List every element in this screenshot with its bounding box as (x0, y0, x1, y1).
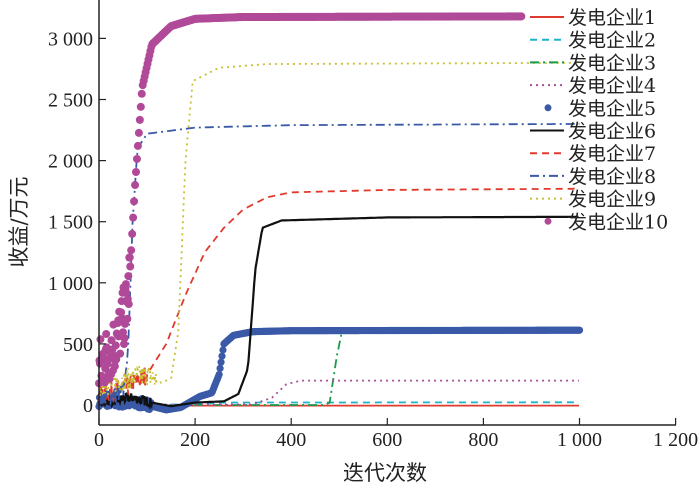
data-point (123, 314, 132, 323)
legend-label: 发电企业5 (568, 98, 656, 120)
series-9 (98, 61, 579, 400)
data-point (121, 280, 130, 289)
data-point (116, 349, 125, 358)
y-axis-label: 收益/万元 (7, 176, 31, 267)
legend-label: 发电企业1 (568, 7, 656, 29)
data-point (130, 197, 139, 206)
series-line (97, 215, 579, 411)
legend-item: 发电企业7 (530, 143, 656, 165)
data-point (133, 141, 142, 150)
y-tick-label: 1 500 (48, 212, 93, 234)
series-7 (98, 187, 580, 403)
x-tick-label: 200 (180, 429, 210, 451)
legend-label: 发电企业10 (568, 211, 668, 233)
y-tick-label: 500 (63, 334, 93, 356)
data-point (137, 89, 146, 98)
data-point (122, 288, 131, 297)
data-point (125, 253, 134, 262)
series-line (98, 187, 580, 403)
x-tick-label: 0 (94, 429, 104, 451)
series-line (99, 379, 579, 406)
data-point (131, 168, 140, 177)
legend-item: 发电企业4 (530, 75, 656, 97)
legend-marker (544, 217, 552, 225)
series-2 (99, 401, 579, 406)
legend-item: 发电企业5 (544, 98, 656, 120)
data-point (131, 181, 140, 190)
legend-item: 发电企业8 (530, 166, 656, 188)
data-point (132, 154, 141, 163)
data-point (517, 12, 526, 21)
x-tick-label: 800 (468, 429, 498, 451)
legend-label: 发电企业2 (568, 30, 656, 52)
series-5 (95, 326, 584, 414)
y-tick-label: 0 (83, 395, 93, 417)
legend-label: 发电企业6 (568, 121, 656, 143)
series-4 (99, 379, 579, 406)
x-tick-label: 600 (372, 429, 402, 451)
data-point (217, 358, 225, 366)
series-3 (99, 330, 579, 406)
data-point (575, 326, 584, 334)
legend-label: 发电企业7 (568, 143, 656, 165)
data-point (124, 300, 133, 309)
x-axis-label: 迭代次数 (343, 461, 427, 485)
data-point (102, 329, 111, 338)
legend-label: 发电企业9 (568, 189, 656, 211)
data-point (136, 102, 145, 111)
legend-item: 发电企业9 (530, 189, 656, 211)
data-point (216, 364, 224, 372)
x-tick-label: 400 (276, 429, 306, 451)
series-line (98, 123, 580, 408)
x-tick-label: 1 000 (557, 429, 602, 451)
x-tick-label: 1 200 (653, 429, 698, 451)
legend-marker (544, 104, 552, 112)
legend-item: 发电企业1 (530, 7, 656, 29)
legend-label: 发电企业3 (568, 52, 656, 74)
data-point (134, 128, 143, 137)
plot-area (95, 12, 584, 414)
data-point (111, 341, 120, 350)
legend-label: 发电企业8 (568, 166, 656, 188)
data-point (119, 340, 128, 349)
legend: 发电企业1发电企业2发电企业3发电企业4发电企业5发电企业6发电企业7发电企业8… (530, 7, 668, 233)
series-8 (98, 123, 580, 408)
legend-item: 发电企业2 (530, 30, 656, 52)
y-tick-label: 3 000 (48, 28, 93, 50)
legend-label: 发电企业4 (568, 75, 656, 97)
series-6 (97, 215, 579, 411)
legend-item: 发电企业6 (530, 121, 656, 143)
data-point (124, 272, 133, 281)
data-point (127, 246, 136, 255)
legend-item: 发电企业3 (530, 52, 656, 74)
data-point (120, 334, 129, 343)
y-tick-label: 2 500 (48, 90, 93, 112)
y-tick-label: 1 000 (48, 273, 93, 295)
data-point (218, 352, 226, 360)
data-point (129, 213, 138, 222)
data-point (128, 229, 137, 238)
legend-item: 发电企业10 (544, 211, 668, 233)
data-point (112, 355, 121, 364)
data-point (219, 346, 227, 354)
y-tick-label: 2 000 (48, 151, 93, 173)
data-point (110, 362, 119, 371)
axes: 0 200 400 600 800 1 000 1 200 0 500 1 000 1 500 2 0… (48, 0, 698, 451)
data-point (215, 370, 223, 379)
series-line (98, 61, 579, 400)
data-point (135, 115, 144, 124)
series-10 (95, 12, 526, 388)
series-line (99, 330, 579, 406)
series-line (99, 401, 579, 406)
data-point (126, 262, 135, 271)
data-point (117, 308, 126, 317)
